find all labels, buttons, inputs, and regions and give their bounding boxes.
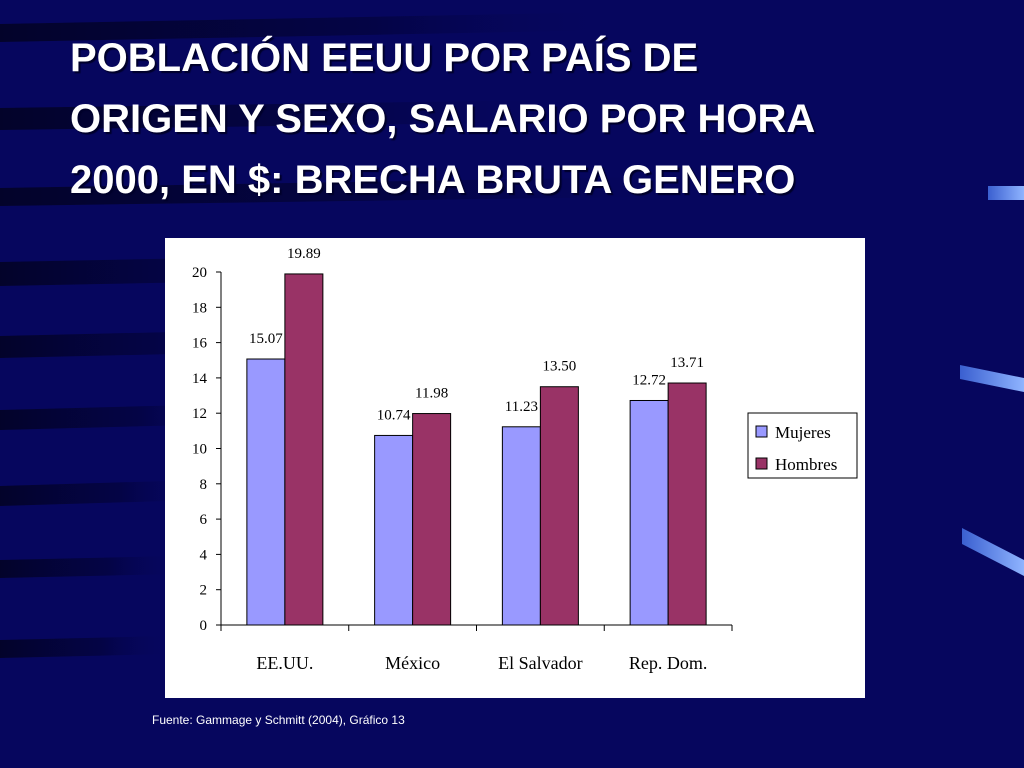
bar-mujeres (629, 399, 669, 626)
data-label: 13.50 (543, 359, 577, 375)
data-label: 11.98 (415, 386, 448, 402)
y-tick-label: 20 (192, 265, 207, 281)
legend-label-mujeres: Mujeres (775, 423, 831, 442)
bar-mujeres (246, 358, 286, 626)
data-label: 11.23 (505, 399, 538, 415)
y-tick-label: 8 (200, 477, 208, 493)
slide-title: POBLACIÓN EEUU POR PAÍS DE ORIGEN Y SEXO… (70, 36, 816, 202)
data-label: 13.71 (670, 355, 704, 371)
y-tick-label: 16 (192, 336, 208, 352)
chart-panel: 0 2 4 6 8 10 12 14 16 18 20 15.07 19.89 EE.UU. 10.74 11… (165, 238, 865, 698)
source-note: Fuente: Gammage y Schmitt (2004), Gráfic… (152, 713, 405, 727)
data-label: 19.89 (287, 246, 321, 262)
right-accent-marks (960, 186, 1024, 576)
data-label: 10.74 (377, 407, 411, 423)
data-label: 15.07 (249, 331, 283, 347)
bar-chart: 0246810121416182015.0719.89EE.UU.10.7411… (192, 246, 858, 673)
y-tick-label: 18 (192, 300, 207, 316)
bar-mujeres (501, 426, 541, 626)
legend-label-hombres: Hombres (775, 455, 837, 474)
y-tick-label: 2 (200, 583, 208, 599)
y-tick-label: 4 (200, 547, 208, 563)
y-tick-label: 6 (200, 512, 208, 528)
category-label: México (385, 653, 440, 673)
y-tick-label: 14 (192, 371, 208, 387)
category-label: El Salvador (498, 653, 582, 673)
bar-hombres (539, 386, 579, 626)
bar-hombres (412, 413, 452, 626)
y-tick-label: 10 (192, 442, 207, 458)
bar-hombres (284, 273, 324, 626)
data-label: 12.72 (632, 372, 666, 388)
category-label: Rep. Dom. (629, 653, 708, 673)
y-tick-label: 0 (200, 618, 208, 634)
legend-swatch-hombres (755, 457, 768, 470)
bar-mujeres (374, 434, 414, 626)
category-label: EE.UU. (256, 653, 313, 673)
legend-swatch-mujeres (755, 425, 768, 438)
bar-hombres (667, 382, 707, 626)
y-tick-label: 12 (192, 406, 207, 422)
